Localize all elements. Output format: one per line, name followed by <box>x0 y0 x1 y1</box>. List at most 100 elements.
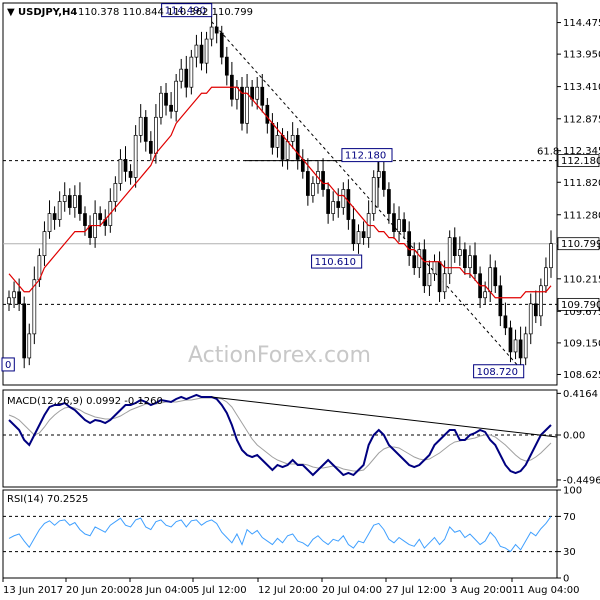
candle-body <box>397 219 401 232</box>
candle-body <box>57 201 62 220</box>
price-tick-label: 112.875 <box>563 114 600 125</box>
annotation-box <box>311 254 363 269</box>
macd-tick-label: 0.00 <box>563 431 585 442</box>
x-tick-label: 28 Jun 04:00 <box>130 585 194 596</box>
candle-body <box>402 219 406 232</box>
candle-body <box>493 267 498 287</box>
price-tick-label: 113.410 <box>563 82 600 93</box>
candle-body <box>549 243 553 269</box>
current-price-label: 110.799 <box>561 239 600 250</box>
candle-body <box>407 231 412 257</box>
candle-body <box>118 159 123 184</box>
candle-body <box>194 44 199 58</box>
x-tick-label: 3 Aug 20:00 <box>451 585 512 596</box>
level-price-label: 109.790 <box>561 300 600 311</box>
x-tick-label: 5 Jul 12:00 <box>193 585 247 596</box>
candle-body <box>128 171 133 178</box>
candle-body <box>427 273 432 287</box>
candle-body <box>73 195 77 208</box>
candle-body <box>154 116 158 154</box>
candle-body <box>143 116 148 142</box>
candle-body <box>265 104 270 124</box>
rsi-panel-frame <box>2 489 558 579</box>
candle-body <box>255 86 260 100</box>
candle-body <box>113 183 118 202</box>
annotation-box <box>341 148 393 163</box>
moving-average-line <box>8 86 552 299</box>
candle-body <box>62 195 67 202</box>
candle-body <box>123 159 128 172</box>
candle-body <box>27 333 32 359</box>
candle-body <box>275 134 280 148</box>
candle-body <box>270 122 275 148</box>
price-tick-label: 108.625 <box>563 370 600 381</box>
candle-body <box>361 231 366 238</box>
price-panel-frame <box>2 2 558 386</box>
macd-line <box>8 393 552 477</box>
price-tick-label: 111.820 <box>563 178 600 189</box>
price-tick-label: 114.475 <box>563 18 600 29</box>
candle-body <box>295 134 300 160</box>
candle-body <box>417 249 422 269</box>
candle-body <box>164 92 168 106</box>
chart-header-title: USDJPY,H4 <box>18 7 77 18</box>
macd-panel-frame <box>2 389 558 488</box>
candle-body <box>351 219 356 244</box>
candle-body <box>437 261 442 293</box>
candle-body <box>159 92 163 118</box>
candle-body <box>67 195 72 208</box>
candle-body <box>98 213 103 220</box>
annotation-label: 114.490 <box>165 6 206 17</box>
candle-body <box>184 68 189 88</box>
candle-body <box>290 134 295 142</box>
candle-body <box>463 249 467 269</box>
candle-body <box>432 261 437 275</box>
candle-body <box>412 255 417 269</box>
candle-body <box>483 291 487 299</box>
level-price-label: 112.180 <box>561 156 600 167</box>
candle-body <box>371 177 376 214</box>
annotation-label: 108.720 <box>477 367 518 378</box>
candle-body <box>204 38 209 64</box>
annotation-box <box>473 364 525 379</box>
candle-body <box>32 279 37 335</box>
candle-body <box>447 237 452 275</box>
candle-body <box>306 171 310 196</box>
macd-tick-label: -0.4496 <box>563 475 600 486</box>
candle-body <box>518 339 523 359</box>
candle-body <box>245 86 249 124</box>
candle-body <box>326 189 330 214</box>
candle-body <box>199 44 204 64</box>
candle-body <box>341 189 346 208</box>
rsi-tick-label: 100 <box>563 486 582 497</box>
macd-tick-label: 0.4164 <box>563 389 598 400</box>
candle-body <box>189 56 194 88</box>
candle-body <box>209 26 214 40</box>
current-price-box <box>557 237 600 251</box>
candle-body <box>179 68 184 82</box>
rsi-tick-label: 30 <box>563 547 576 558</box>
candle-body <box>285 141 290 160</box>
rsi-line <box>8 516 552 553</box>
candle-body <box>311 183 315 196</box>
candle-body <box>224 56 229 76</box>
candle-body <box>503 315 508 329</box>
candle-body <box>83 213 87 226</box>
x-tick-label: 12 Jul 20:00 <box>258 585 318 596</box>
x-tick-label: 27 Jul 12:00 <box>386 585 446 596</box>
candle-body <box>219 32 224 58</box>
candle-body <box>422 249 427 287</box>
rsi-tick-label: 0 <box>563 574 569 585</box>
candle-body <box>356 231 361 244</box>
price-tick-label: 113.950 <box>563 50 600 61</box>
candle-body <box>133 134 138 178</box>
fib-label: 61.8 <box>537 147 559 158</box>
price-tick-label: 112.345 <box>563 146 600 157</box>
candle-body <box>214 26 219 34</box>
candle-body <box>174 80 179 112</box>
candle-body <box>321 171 325 190</box>
annotation-label: 0 <box>5 360 11 371</box>
annotation-box <box>161 3 213 18</box>
